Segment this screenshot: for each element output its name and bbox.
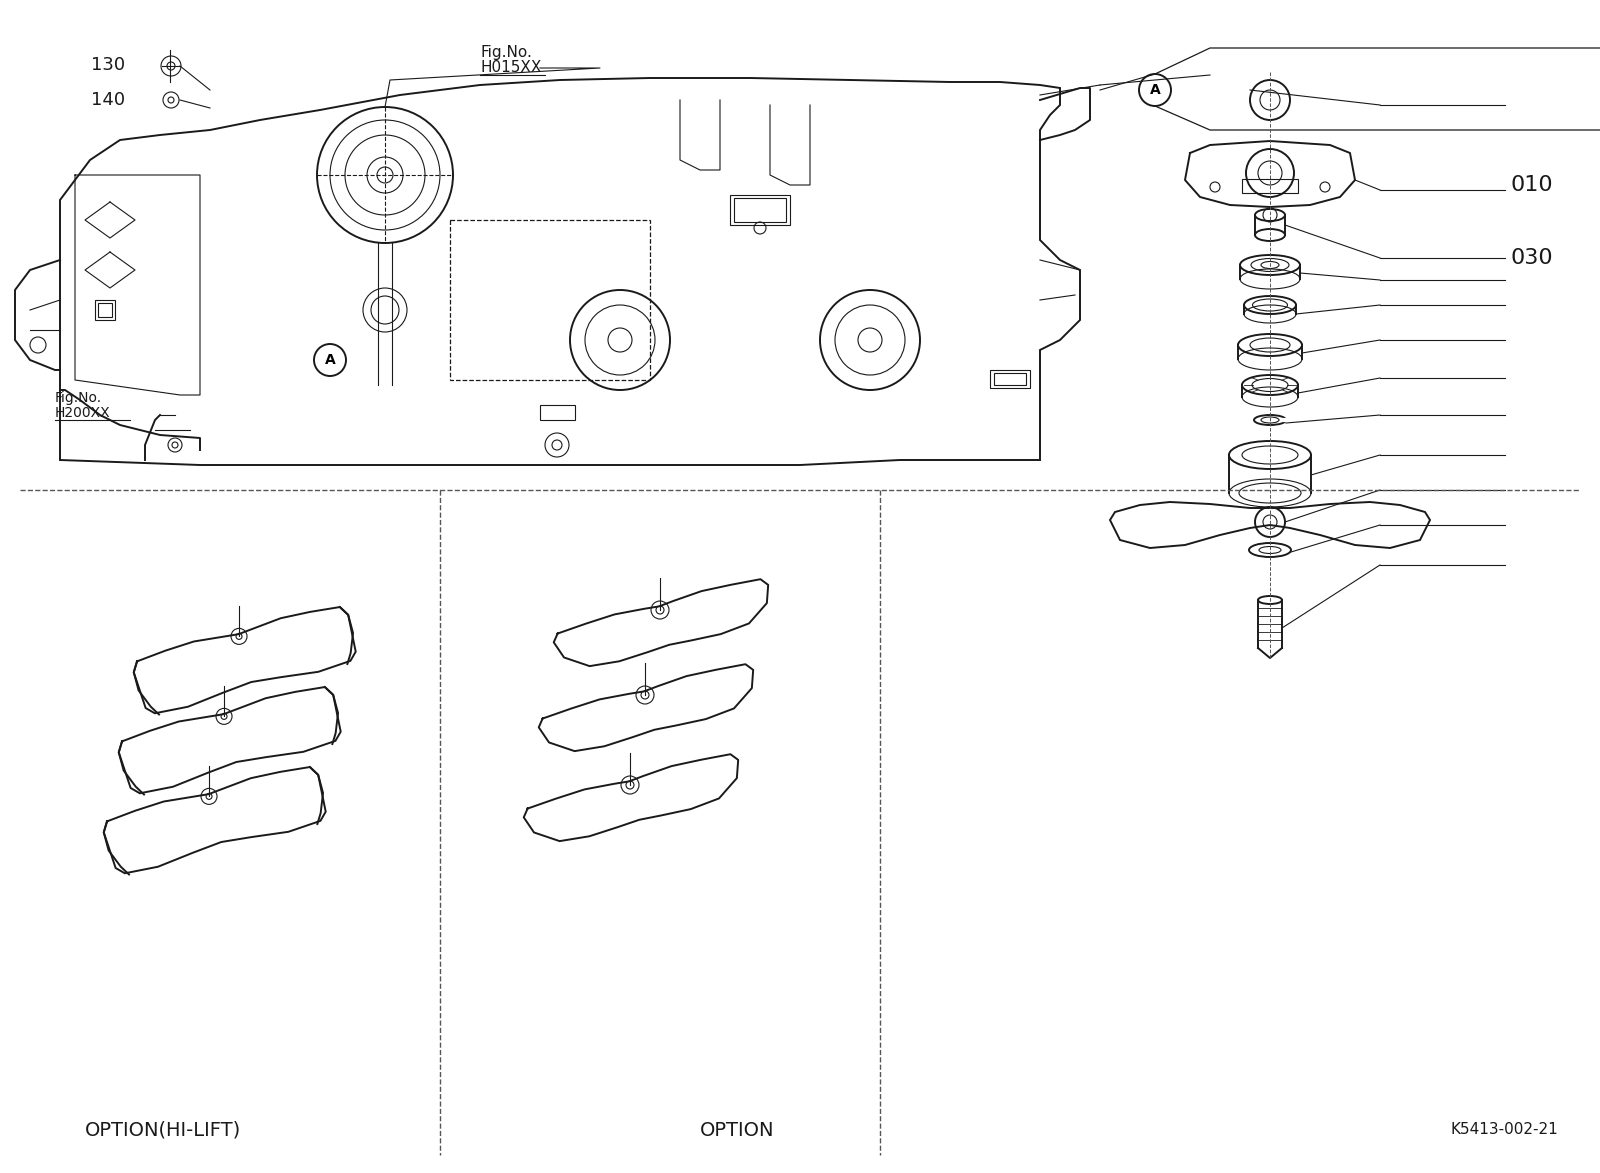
Text: Fig.No.: Fig.No.	[54, 391, 102, 405]
Bar	[450, 221, 650, 380]
Text: A: A	[1150, 83, 1160, 97]
Bar	[994, 373, 1026, 385]
Text: A: A	[325, 353, 336, 367]
Text: 140: 140	[91, 91, 125, 109]
Text: 010: 010	[1510, 175, 1552, 195]
Bar	[730, 195, 790, 225]
Bar	[98, 303, 112, 317]
Text: 130: 130	[91, 56, 125, 74]
Text: 030: 030	[1510, 248, 1552, 267]
Text: OPTION: OPTION	[701, 1120, 774, 1139]
Bar	[1242, 179, 1298, 194]
Text: H200XX: H200XX	[54, 406, 110, 420]
Bar	[94, 300, 115, 320]
Bar	[734, 198, 786, 222]
Text: Fig.No.: Fig.No.	[480, 45, 531, 60]
Bar	[990, 369, 1030, 388]
Text: OPTION(HI-LIFT): OPTION(HI-LIFT)	[85, 1120, 242, 1139]
Text: K5413-002-21: K5413-002-21	[1450, 1123, 1558, 1138]
Bar	[541, 405, 574, 420]
Text: H015XX: H015XX	[480, 61, 541, 75]
